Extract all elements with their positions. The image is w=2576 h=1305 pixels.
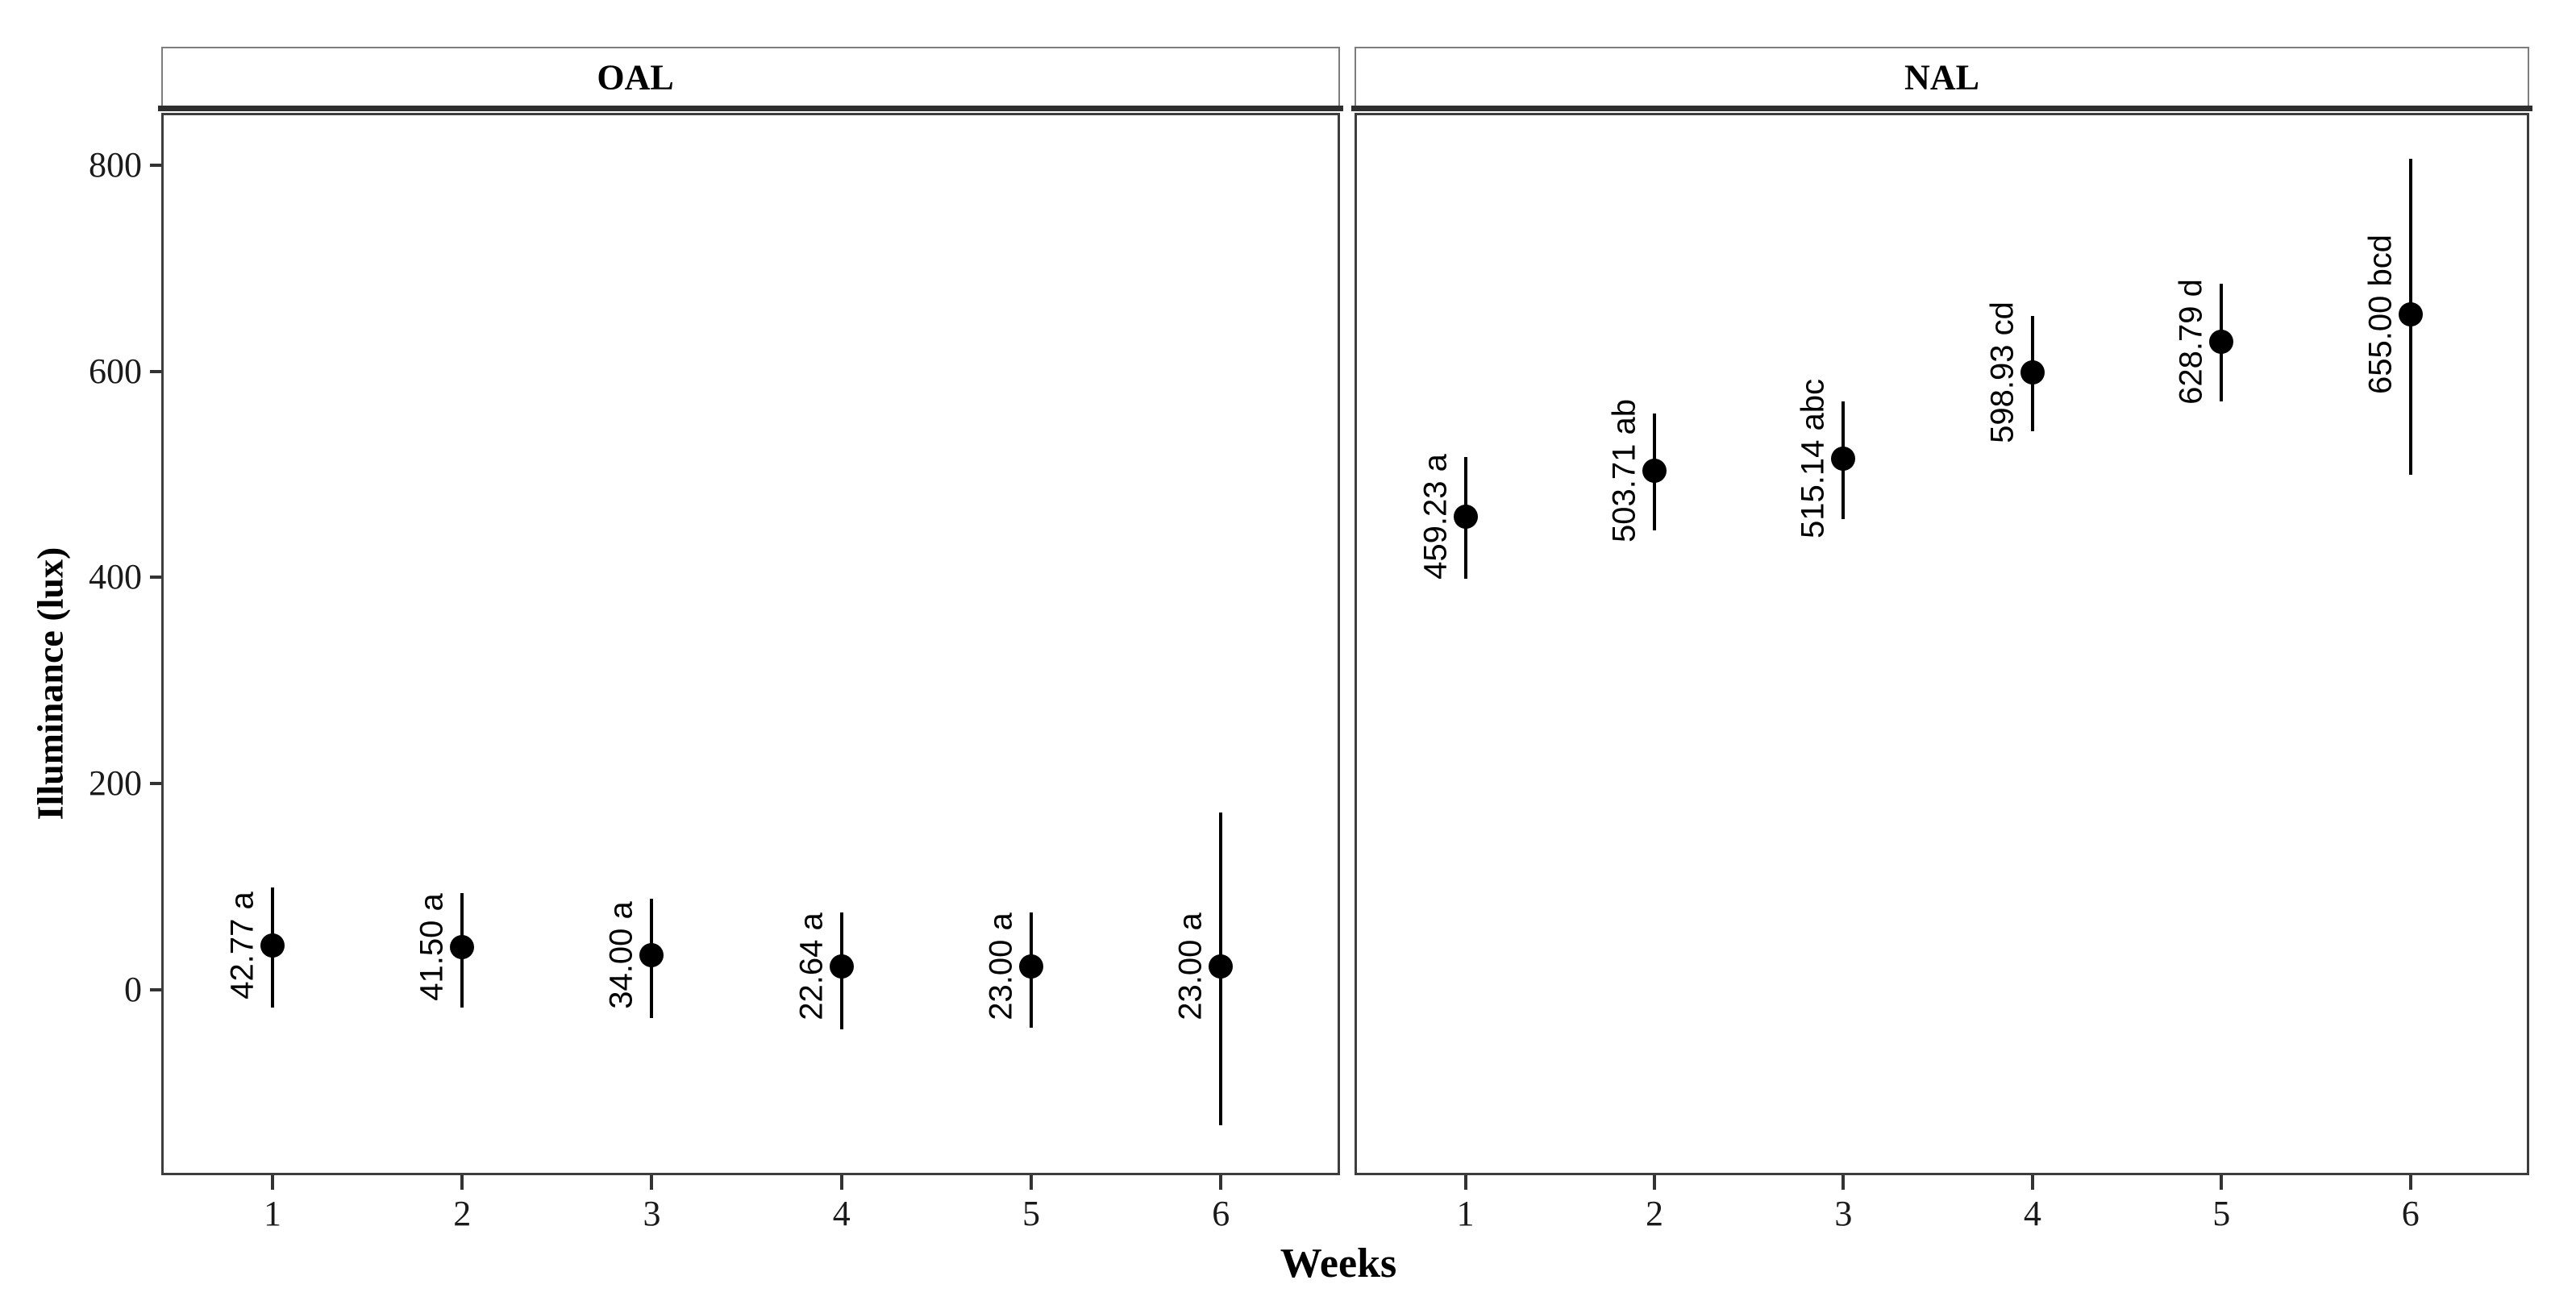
point-oal-week-5 [1018, 954, 1043, 979]
x-tick-label-oal-week-4: 4 [832, 1194, 851, 1233]
x-tick-label-nal-week-3: 3 [1834, 1194, 1853, 1233]
point-label-nal-week-3: 515.14 abc [1795, 379, 1831, 539]
plot-panel-oal [161, 113, 1340, 1175]
x-tick-mark-nal-week-6 [2408, 1175, 2412, 1190]
point-nal-week-5 [2209, 329, 2234, 354]
point-nal-week-3 [1831, 447, 1856, 472]
y-tick-mark-800 [150, 163, 161, 167]
y-tick-label-0: 0 [124, 970, 142, 1009]
y-tick-mark-200 [150, 782, 161, 786]
y-tick-label-800: 800 [89, 144, 142, 185]
point-label-oal-week-6: 23.00 a [1172, 912, 1209, 1020]
point-oal-week-1 [260, 933, 285, 958]
y-tick-label-600: 600 [89, 351, 142, 391]
point-oal-week-3 [639, 942, 664, 967]
x-tick-mark-oal-week-5 [1029, 1175, 1033, 1190]
x-tick-mark-oal-week-1 [271, 1175, 274, 1190]
point-nal-week-6 [2398, 302, 2423, 327]
point-label-nal-week-1: 459.23 a [1417, 453, 1454, 580]
x-tick-label-oal-week-3: 3 [643, 1194, 661, 1233]
x-tick-label-oal-week-1: 1 [264, 1194, 281, 1233]
y-tick-mark-400 [150, 576, 161, 580]
x-tick-mark-nal-week-1 [1463, 1175, 1467, 1190]
x-tick-label-nal-week-5: 5 [2212, 1194, 2231, 1233]
x-tick-label-nal-week-4: 4 [2023, 1194, 2041, 1233]
plot-panel-nal [1355, 113, 2529, 1175]
point-label-oal-week-2: 41.50 a [414, 893, 450, 1001]
x-tick-label-oal-week-6: 6 [1212, 1194, 1230, 1233]
point-label-oal-week-1: 42.77 a [224, 891, 260, 1000]
facet-strip-oal: OAL [161, 47, 1340, 108]
point-label-nal-week-6: 655.00 bcd [2362, 235, 2399, 395]
point-label-nal-week-2: 503.71 ab [1606, 398, 1642, 542]
y-tick-mark-600 [150, 369, 161, 373]
x-tick-mark-oal-week-2 [460, 1175, 464, 1190]
x-tick-mark-nal-week-2 [1652, 1175, 1656, 1190]
point-label-nal-week-5: 628.79 d [2173, 279, 2209, 405]
x-tick-label-nal-week-1: 1 [1456, 1194, 1475, 1233]
strip-bottom-rule-nal [1351, 106, 2532, 111]
point-oal-week-4 [829, 954, 854, 979]
x-tick-label-nal-week-2: 2 [1645, 1194, 1663, 1233]
x-tick-mark-nal-week-5 [2220, 1175, 2224, 1190]
point-oal-week-6 [1209, 954, 1234, 979]
point-nal-week-2 [1642, 458, 1667, 483]
x-tick-mark-oal-week-4 [839, 1175, 843, 1190]
point-label-oal-week-5: 23.00 a [983, 912, 1019, 1020]
x-tick-label-oal-week-5: 5 [1022, 1194, 1040, 1233]
point-nal-week-4 [2020, 360, 2045, 385]
point-nal-week-1 [1453, 504, 1478, 529]
x-tick-mark-oal-week-3 [650, 1175, 654, 1190]
x-tick-label-oal-week-2: 2 [453, 1194, 472, 1233]
strip-bottom-rule-oal [158, 106, 1343, 111]
x-tick-mark-oal-week-6 [1219, 1175, 1223, 1190]
x-tick-mark-nal-week-4 [2030, 1175, 2034, 1190]
x-tick-mark-nal-week-3 [1841, 1175, 1846, 1190]
point-oal-week-2 [450, 934, 475, 959]
x-axis-title: Weeks [1280, 1241, 1397, 1286]
point-label-oal-week-4: 22.64 a [793, 912, 830, 1020]
y-tick-mark-0 [150, 988, 161, 991]
point-label-nal-week-4: 598.93 cd [1984, 301, 2020, 443]
point-label-oal-week-3: 34.00 a [603, 900, 639, 1009]
y-tick-label-200: 200 [89, 763, 142, 804]
facet-strip-label-nal: NAL [1904, 57, 1979, 98]
facet-strip-nal: NAL [1355, 47, 2529, 108]
x-tick-label-nal-week-6: 6 [2401, 1194, 2420, 1233]
y-tick-label-400: 400 [89, 557, 142, 597]
facet-strip-label-oal: OAL [597, 57, 674, 98]
